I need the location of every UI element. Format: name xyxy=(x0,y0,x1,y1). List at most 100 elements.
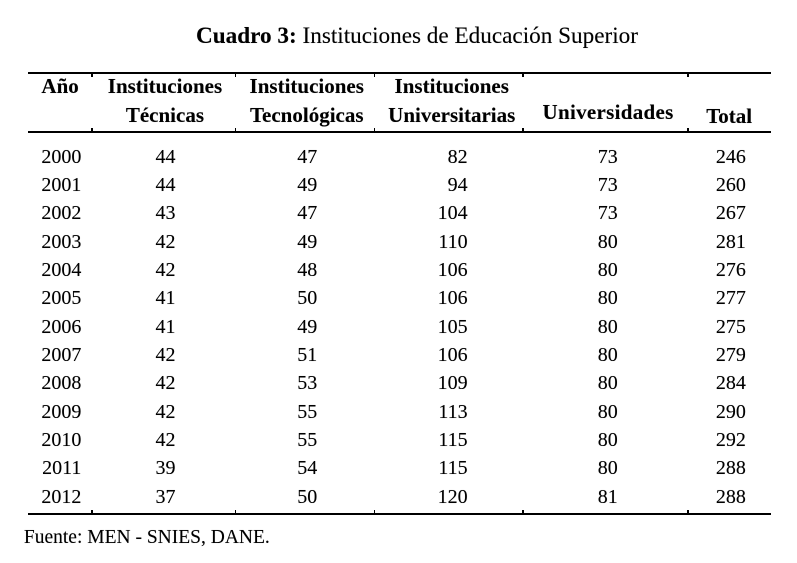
cell-tecnicas: 42 xyxy=(155,400,176,423)
cell-universitarias: 106 xyxy=(437,287,468,310)
table-rule-top xyxy=(27,72,771,75)
cell-tecnologicas: 50 xyxy=(297,287,318,310)
cell-total: 290 xyxy=(715,400,746,423)
table-row: 2000 44 47 82 73 246 xyxy=(28,143,771,171)
column-header-total: Total xyxy=(688,103,771,128)
cell-tecnologicas: 55 xyxy=(297,429,318,452)
table-rule-header-bottom xyxy=(27,130,771,133)
cell-total: 284 xyxy=(715,372,746,395)
cell-total: 292 xyxy=(715,429,746,452)
cell-universidades: 80 xyxy=(597,429,618,452)
table-row: 2005 41 50 106 80 277 xyxy=(28,284,771,312)
column-header-line: Total xyxy=(706,103,753,128)
cell-universitarias: 106 xyxy=(437,259,468,282)
cell-tecnologicas: 49 xyxy=(297,315,318,338)
column-header-line: Año xyxy=(41,74,79,99)
cell-total: 279 xyxy=(715,344,746,367)
cell-universitarias: 115 xyxy=(438,457,468,480)
cell-total: 276 xyxy=(715,259,746,282)
column-header-line: Técnicas xyxy=(125,102,205,127)
cell-universidades: 80 xyxy=(597,315,618,338)
cell-ano: 2002 xyxy=(41,202,82,225)
column-header-tecnicas: Instituciones Técnicas xyxy=(93,72,236,129)
cell-ano: 2003 xyxy=(41,230,82,253)
cell-universidades: 80 xyxy=(597,344,618,367)
cell-total: 267 xyxy=(715,202,746,225)
cell-total: 281 xyxy=(715,230,746,253)
cell-ano: 2001 xyxy=(41,174,82,197)
column-header-ano: Año xyxy=(28,76,93,97)
cell-universitarias: 104 xyxy=(437,202,468,225)
cell-universitarias: 115 xyxy=(438,429,468,452)
cell-tecnologicas: 55 xyxy=(297,400,318,423)
column-boundary-tick-top xyxy=(522,72,524,77)
column-boundary-tick-mid xyxy=(234,128,237,133)
cell-tecnologicas: 54 xyxy=(297,457,318,480)
table-row: 2012 37 50 120 81 288 xyxy=(28,483,771,511)
column-header-line: Universidades xyxy=(542,99,674,124)
column-boundary-tick-top xyxy=(91,72,93,77)
table-row: 2008 42 53 109 80 284 xyxy=(28,369,771,397)
table-title: Cuadro 3: Instituciones de Educación Sup… xyxy=(196,21,638,51)
column-header-line: Instituciones xyxy=(249,74,364,99)
cell-universitarias: 105 xyxy=(437,315,468,338)
cell-ano: 2011 xyxy=(42,457,82,480)
cell-tecnicas: 42 xyxy=(155,344,176,367)
cell-total: 275 xyxy=(715,315,746,338)
cell-universidades: 80 xyxy=(597,259,618,282)
cell-ano: 2005 xyxy=(41,287,82,310)
cell-ano: 2010 xyxy=(41,429,82,452)
table-title-text: Instituciones de Educación Superior xyxy=(302,23,638,49)
cell-universidades: 80 xyxy=(597,400,618,423)
cell-total: 260 xyxy=(715,174,746,197)
cell-tecnicas: 42 xyxy=(155,230,176,253)
column-boundary-tick-bot xyxy=(234,510,237,515)
column-boundary-tick-mid xyxy=(373,128,376,133)
cell-total: 288 xyxy=(715,485,746,508)
table-row: 2011 39 54 115 80 288 xyxy=(28,454,771,482)
cell-tecnicas: 42 xyxy=(155,259,176,282)
column-header-line: Universitarias xyxy=(388,102,516,127)
cell-universitarias: 110 xyxy=(438,230,468,253)
cell-total: 246 xyxy=(715,145,746,168)
column-boundary-tick-top xyxy=(373,72,376,77)
cell-tecnologicas: 47 xyxy=(297,202,318,225)
cell-universitarias: 113 xyxy=(438,400,468,423)
cell-tecnicas: 41 xyxy=(155,287,176,310)
cell-ano: 2004 xyxy=(41,259,82,282)
table-row: 2004 42 48 106 80 276 xyxy=(28,256,771,284)
table-row: 2007 42 51 106 80 279 xyxy=(28,341,771,369)
column-header-line: Instituciones xyxy=(107,74,223,99)
cell-tecnicas: 42 xyxy=(155,372,176,395)
table-rule-bottom xyxy=(27,512,771,515)
cell-universidades: 80 xyxy=(597,457,618,480)
table-row: 2010 42 55 115 80 292 xyxy=(28,426,771,454)
column-boundary-tick-mid xyxy=(522,128,524,133)
column-header-universidades: Universidades xyxy=(526,99,691,124)
table-row: 2009 42 55 113 80 290 xyxy=(28,398,771,426)
cell-tecnologicas: 48 xyxy=(297,259,318,282)
cell-tecnologicas: 53 xyxy=(297,372,318,395)
cell-total: 277 xyxy=(715,287,746,310)
cell-tecnologicas: 47 xyxy=(297,145,318,168)
cell-universidades: 80 xyxy=(597,287,618,310)
cell-tecnicas: 39 xyxy=(155,457,176,480)
table-body: 2000 44 47 82 73 246 2001 44 49 94 73 260 2002 43 47… xyxy=(28,143,771,511)
cell-universitarias: 94 xyxy=(447,174,468,197)
cell-universidades: 80 xyxy=(597,372,618,395)
cell-universidades: 73 xyxy=(597,202,618,225)
cell-total: 288 xyxy=(715,457,746,480)
cell-ano: 2008 xyxy=(41,372,82,395)
table-row: 2002 43 47 104 73 267 xyxy=(28,199,771,227)
table-row: 2006 41 49 105 80 275 xyxy=(28,313,771,341)
column-boundary-tick-mid xyxy=(91,128,93,133)
cell-ano: 2000 xyxy=(41,145,82,168)
source-note: Fuente: MEN - SNIES, DANE. xyxy=(23,527,270,548)
cell-universidades: 73 xyxy=(597,174,618,197)
cell-universitarias: 106 xyxy=(437,344,468,367)
cell-tecnologicas: 51 xyxy=(297,344,318,367)
cell-ano: 2006 xyxy=(41,315,82,338)
cell-tecnicas: 44 xyxy=(155,174,176,197)
column-header-line: Tecnológicas xyxy=(249,102,364,127)
